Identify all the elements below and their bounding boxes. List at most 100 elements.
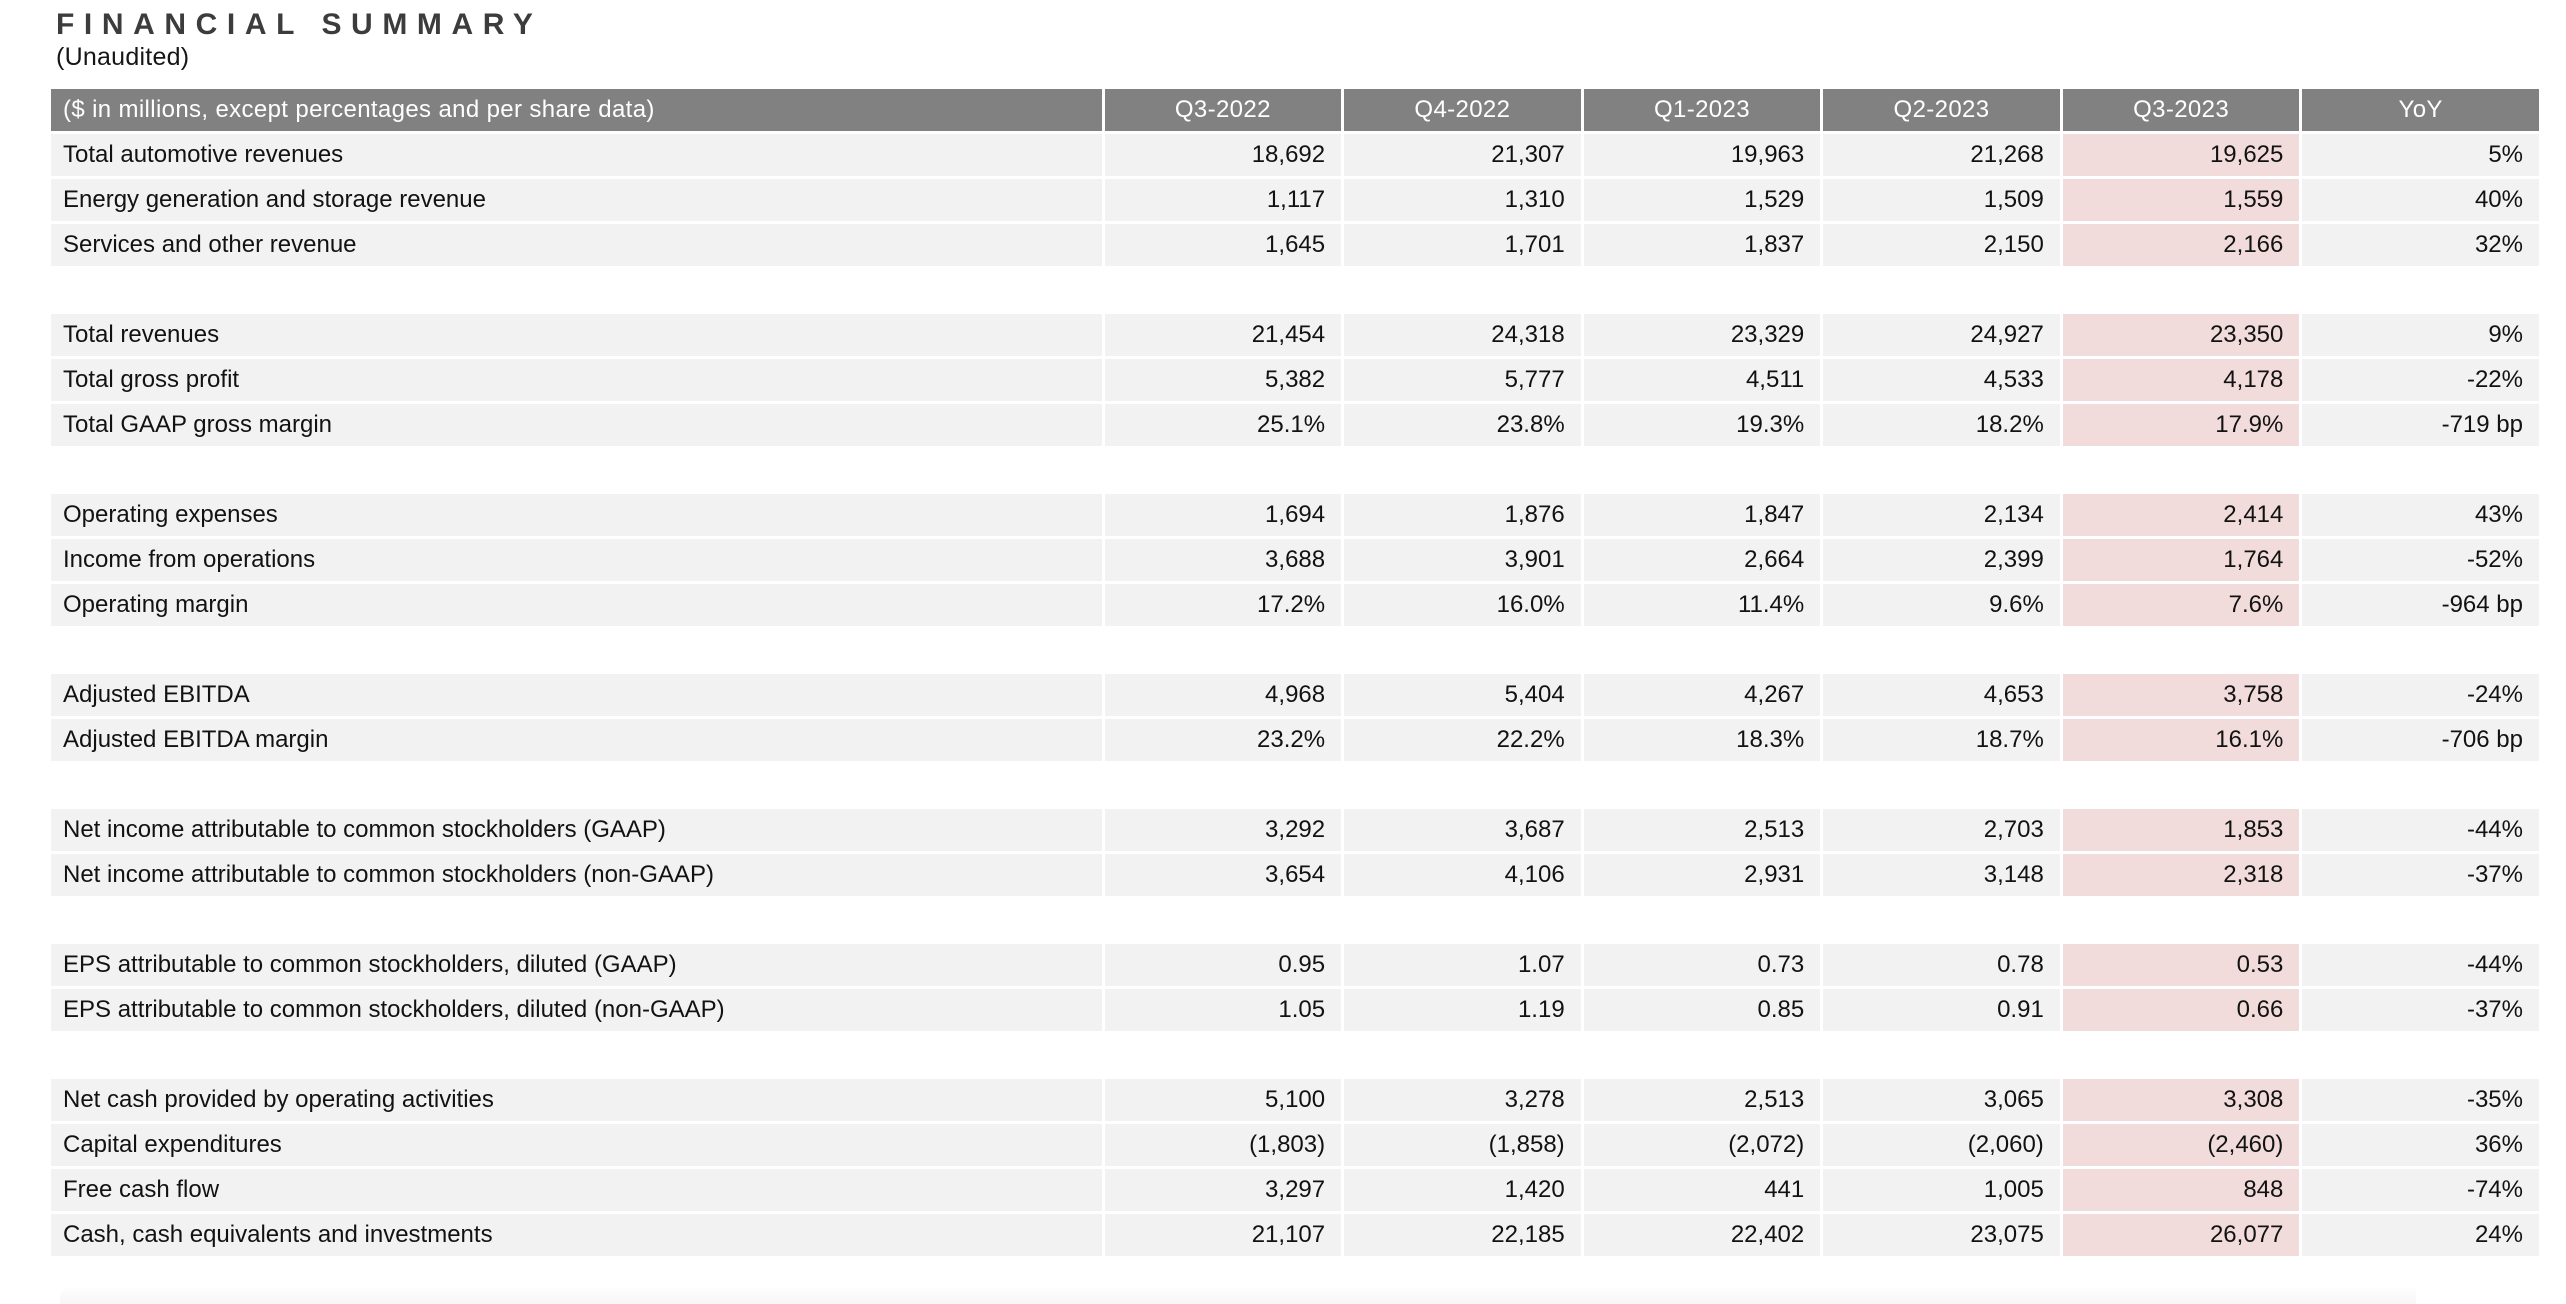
value-cell-highlighted: 26,077 [2062, 1214, 2300, 1256]
value-cell-highlighted: 1,853 [2062, 809, 2300, 851]
row-label-cell: Total GAAP gross margin [51, 404, 1102, 446]
value-cell: 3,278 [1344, 1079, 1581, 1121]
row-label-cell: Income from operations [51, 539, 1102, 581]
value-cell: 3,654 [1104, 854, 1342, 896]
table-row: Cash, cash equivalents and investments 21… [51, 1214, 2539, 1256]
value-cell: 18.7% [1823, 719, 2060, 761]
value-cell: 1,005 [1823, 1169, 2060, 1211]
value-cell: 3,065 [1823, 1079, 2060, 1121]
column-header-q4-2022: Q4-2022 [1344, 89, 1581, 131]
value-cell: 1,694 [1104, 494, 1342, 536]
value-cell: (2,072) [1583, 1124, 1821, 1166]
group-spacer-row [51, 899, 2539, 941]
value-cell-highlighted: 2,318 [2062, 854, 2300, 896]
value-cell: (1,858) [1344, 1124, 1581, 1166]
value-cell: 4,267 [1583, 674, 1821, 716]
value-cell-highlighted: 0.53 [2062, 944, 2300, 986]
page-subtitle: (Unaudited) [56, 43, 190, 71]
group-spacer-cell [51, 1034, 2539, 1076]
value-cell: 2,134 [1823, 494, 2060, 536]
table-row: Total GAAP gross margin 25.1% 23.8% 19.3% 18… [51, 404, 2539, 446]
value-cell: 1,529 [1583, 179, 1821, 221]
row-label-cell: Total automotive revenues [51, 134, 1102, 176]
value-cell: -37% [2302, 989, 2539, 1031]
group-spacer-row [51, 629, 2539, 671]
value-cell-highlighted: 1,764 [2062, 539, 2300, 581]
row-label-cell: Capital expenditures [51, 1124, 1102, 1166]
table-row: Services and other revenue 1,645 1,701 1,83… [51, 224, 2539, 266]
value-cell: 18.2% [1823, 404, 2060, 446]
group-spacer-cell [51, 449, 2539, 491]
table-row: Energy generation and storage revenue 1,1… [51, 179, 2539, 221]
value-cell-highlighted: 7.6% [2062, 584, 2300, 626]
column-header-q3-2022: Q3-2022 [1104, 89, 1342, 131]
page-title: FINANCIAL SUMMARY [56, 8, 543, 41]
table-header-row: ($ in millions, except percentages and p… [51, 89, 2539, 131]
units-note-header: ($ in millions, except percentages and p… [51, 89, 1102, 131]
page-bottom-shade [60, 1288, 2416, 1304]
value-cell: 21,268 [1823, 134, 2060, 176]
value-cell-highlighted: 19,625 [2062, 134, 2300, 176]
value-cell: 1.19 [1344, 989, 1581, 1031]
column-header-yoy: YoY [2302, 89, 2539, 131]
value-cell: 1,117 [1104, 179, 1342, 221]
value-cell: -706 bp [2302, 719, 2539, 761]
table-row: Free cash flow 3,297 1,420 441 1,005 848 -74% [51, 1169, 2539, 1211]
row-label-cell: Net income attributable to common stockh… [51, 809, 1102, 851]
table-row: EPS attributable to common stockholders,… [51, 944, 2539, 986]
value-cell: 23,329 [1583, 314, 1821, 356]
value-cell: 441 [1583, 1169, 1821, 1211]
row-label-cell: Free cash flow [51, 1169, 1102, 1211]
row-label-cell: Energy generation and storage revenue [51, 179, 1102, 221]
table-row: Total automotive revenues 18,692 21,307 19,… [51, 134, 2539, 176]
value-cell: 22.2% [1344, 719, 1581, 761]
value-cell-highlighted: 2,414 [2062, 494, 2300, 536]
row-label-cell: Adjusted EBITDA margin [51, 719, 1102, 761]
value-cell: 32% [2302, 224, 2539, 266]
value-cell: 1,420 [1344, 1169, 1581, 1211]
value-cell: 19.3% [1583, 404, 1821, 446]
value-cell: 0.73 [1583, 944, 1821, 986]
value-cell-highlighted: 23,350 [2062, 314, 2300, 356]
value-cell: 23.2% [1104, 719, 1342, 761]
value-cell: 19,963 [1583, 134, 1821, 176]
value-cell: 21,307 [1344, 134, 1581, 176]
value-cell: -52% [2302, 539, 2539, 581]
row-label-cell: Cash, cash equivalents and investments [51, 1214, 1102, 1256]
value-cell: 2,703 [1823, 809, 2060, 851]
value-cell: 5% [2302, 134, 2539, 176]
table-row: Net income attributable to common stockh… [51, 809, 2539, 851]
value-cell: 17.2% [1104, 584, 1342, 626]
value-cell: 4,968 [1104, 674, 1342, 716]
value-cell-highlighted: 2,166 [2062, 224, 2300, 266]
table-row: Net income attributable to common stockh… [51, 854, 2539, 896]
value-cell: 1,837 [1583, 224, 1821, 266]
value-cell-highlighted: 16.1% [2062, 719, 2300, 761]
group-spacer-row [51, 269, 2539, 311]
value-cell: 18,692 [1104, 134, 1342, 176]
value-cell: 24,318 [1344, 314, 1581, 356]
value-cell: 4,106 [1344, 854, 1581, 896]
value-cell: 16.0% [1344, 584, 1581, 626]
column-header-q1-2023: Q1-2023 [1583, 89, 1821, 131]
value-cell: 1.07 [1344, 944, 1581, 986]
value-cell-highlighted: 3,758 [2062, 674, 2300, 716]
value-cell: 1.05 [1104, 989, 1342, 1031]
value-cell: -74% [2302, 1169, 2539, 1211]
group-spacer-cell [51, 764, 2539, 806]
table-row: Adjusted EBITDA margin 23.2% 22.2% 18.3% 18.… [51, 719, 2539, 761]
row-label-cell: EPS attributable to common stockholders,… [51, 944, 1102, 986]
table-row: Adjusted EBITDA 4,968 5,404 4,267 4,653 3,758… [51, 674, 2539, 716]
value-cell: -719 bp [2302, 404, 2539, 446]
value-cell: 1,509 [1823, 179, 2060, 221]
value-cell: 2,399 [1823, 539, 2060, 581]
table-row: EPS attributable to common stockholders,… [51, 989, 2539, 1031]
value-cell: 40% [2302, 179, 2539, 221]
value-cell: 0.95 [1104, 944, 1342, 986]
table-row: Net cash provided by operating activitie… [51, 1079, 2539, 1121]
value-cell: -22% [2302, 359, 2539, 401]
value-cell: (1,803) [1104, 1124, 1342, 1166]
table-row: Total revenues 21,454 24,318 23,329 24,927 23… [51, 314, 2539, 356]
value-cell: 5,404 [1344, 674, 1581, 716]
value-cell: 9% [2302, 314, 2539, 356]
